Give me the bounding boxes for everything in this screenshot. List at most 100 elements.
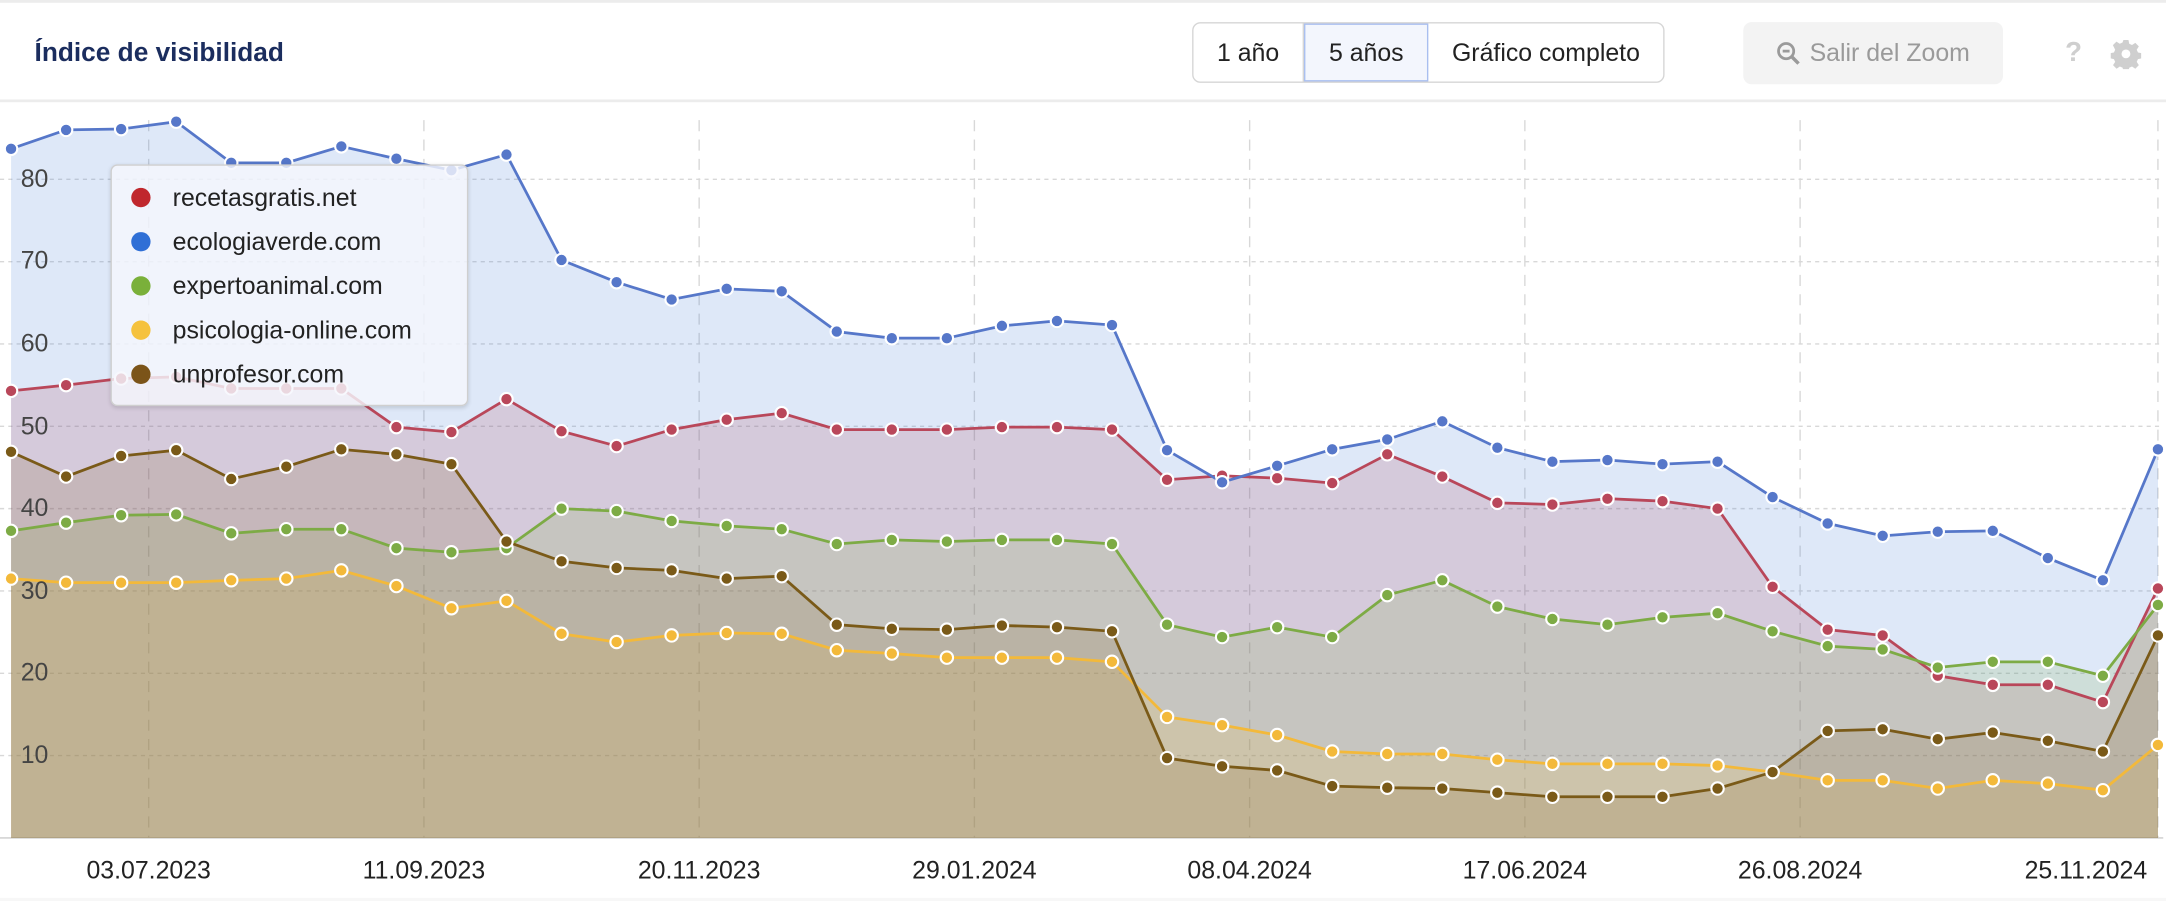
point-psicologia-online-com[interactable] xyxy=(168,575,184,590)
point-psicologia-online-com[interactable] xyxy=(1159,709,1175,725)
point-ecologiaverde-com[interactable] xyxy=(774,284,789,299)
point-psicologia-online-com[interactable] xyxy=(3,571,19,586)
point-unprofesor-com[interactable] xyxy=(1655,789,1670,805)
point-recetasgratis-net[interactable] xyxy=(444,424,459,440)
point-recetasgratis-net[interactable] xyxy=(1710,501,1725,516)
point-expertoanimal-com[interactable] xyxy=(113,507,129,523)
point-psicologia-online-com[interactable] xyxy=(499,593,514,609)
point-recetasgratis-net[interactable] xyxy=(499,391,514,407)
point-recetasgratis-net[interactable] xyxy=(1875,628,1890,643)
point-unprofesor-com[interactable] xyxy=(58,469,74,484)
point-ecologiaverde-com[interactable] xyxy=(58,122,74,138)
point-psicologia-online-com[interactable] xyxy=(2095,782,2111,798)
point-unprofesor-com[interactable] xyxy=(1600,789,1615,805)
point-unprofesor-com[interactable] xyxy=(389,447,404,462)
point-unprofesor-com[interactable] xyxy=(1490,785,1505,800)
point-ecologiaverde-com[interactable] xyxy=(884,330,900,346)
point-ecologiaverde-com[interactable] xyxy=(113,121,129,137)
point-expertoanimal-com[interactable] xyxy=(1655,610,1670,625)
point-ecologiaverde-com[interactable] xyxy=(1490,440,1505,455)
range-full-chart-button[interactable]: Gráfico completo xyxy=(1451,38,1640,67)
point-recetasgratis-net[interactable] xyxy=(1049,419,1065,435)
point-recetasgratis-net[interactable] xyxy=(1655,493,1670,509)
point-psicologia-online-com[interactable] xyxy=(829,642,845,658)
help-icon[interactable]: ? xyxy=(2065,37,2083,68)
point-expertoanimal-com[interactable] xyxy=(389,540,404,556)
point-ecologiaverde-com[interactable] xyxy=(664,292,679,307)
point-ecologiaverde-com[interactable] xyxy=(719,281,734,297)
point-unprofesor-com[interactable] xyxy=(1104,624,1120,639)
point-unprofesor-com[interactable] xyxy=(1269,763,1285,778)
point-ecologiaverde-com[interactable] xyxy=(1159,442,1175,458)
point-expertoanimal-com[interactable] xyxy=(58,515,74,530)
point-expertoanimal-com[interactable] xyxy=(1104,536,1120,552)
point-psicologia-online-com[interactable] xyxy=(334,563,349,578)
point-ecologiaverde-com[interactable] xyxy=(609,274,624,290)
point-psicologia-online-com[interactable] xyxy=(389,578,404,594)
point-expertoanimal-com[interactable] xyxy=(1269,619,1285,635)
point-expertoanimal-com[interactable] xyxy=(829,536,845,552)
point-unprofesor-com[interactable] xyxy=(994,618,1010,633)
legend-item-recetasgratis[interactable]: recetasgratis.net xyxy=(112,175,467,219)
point-ecologiaverde-com[interactable] xyxy=(1765,489,1780,505)
point-unprofesor-com[interactable] xyxy=(1820,723,1835,739)
point-psicologia-online-com[interactable] xyxy=(1655,756,1670,772)
point-psicologia-online-com[interactable] xyxy=(1875,773,1890,788)
point-ecologiaverde-com[interactable] xyxy=(554,252,569,268)
point-ecologiaverde-com[interactable] xyxy=(2040,550,2056,566)
point-expertoanimal-com[interactable] xyxy=(1985,654,2001,670)
point-psicologia-online-com[interactable] xyxy=(1269,727,1285,743)
point-recetasgratis-net[interactable] xyxy=(1820,622,1835,637)
point-expertoanimal-com[interactable] xyxy=(1324,629,1340,645)
point-unprofesor-com[interactable] xyxy=(719,571,734,586)
point-psicologia-online-com[interactable] xyxy=(113,575,129,590)
point-psicologia-online-com[interactable] xyxy=(1104,654,1120,670)
point-psicologia-online-com[interactable] xyxy=(1049,650,1065,665)
point-unprofesor-com[interactable] xyxy=(2150,628,2166,643)
visibility-chart[interactable] xyxy=(0,3,2166,901)
point-expertoanimal-com[interactable] xyxy=(1545,611,1560,627)
point-ecologiaverde-com[interactable] xyxy=(1049,313,1065,329)
point-ecologiaverde-com[interactable] xyxy=(939,330,955,346)
point-unprofesor-com[interactable] xyxy=(223,471,239,487)
point-recetasgratis-net[interactable] xyxy=(1985,677,2001,693)
point-psicologia-online-com[interactable] xyxy=(1490,752,1505,767)
point-recetasgratis-net[interactable] xyxy=(609,438,624,454)
point-psicologia-online-com[interactable] xyxy=(994,650,1010,665)
point-unprofesor-com[interactable] xyxy=(2040,733,2056,749)
point-expertoanimal-com[interactable] xyxy=(884,532,900,548)
point-psicologia-online-com[interactable] xyxy=(1710,758,1725,773)
point-expertoanimal-com[interactable] xyxy=(1214,629,1230,645)
point-psicologia-online-com[interactable] xyxy=(223,572,239,588)
point-expertoanimal-com[interactable] xyxy=(2150,597,2166,613)
point-expertoanimal-com[interactable] xyxy=(1930,660,1945,675)
point-expertoanimal-com[interactable] xyxy=(1379,587,1395,603)
point-expertoanimal-com[interactable] xyxy=(3,523,19,539)
point-unprofesor-com[interactable] xyxy=(1985,725,2001,740)
point-ecologiaverde-com[interactable] xyxy=(1545,454,1560,469)
point-ecologiaverde-com[interactable] xyxy=(1875,528,1890,544)
point-psicologia-online-com[interactable] xyxy=(1820,773,1835,788)
point-psicologia-online-com[interactable] xyxy=(939,650,955,665)
point-unprofesor-com[interactable] xyxy=(1214,759,1230,774)
point-unprofesor-com[interactable] xyxy=(884,621,900,637)
point-recetasgratis-net[interactable] xyxy=(58,377,74,393)
point-ecologiaverde-com[interactable] xyxy=(168,114,184,129)
point-recetasgratis-net[interactable] xyxy=(2095,694,2111,710)
point-recetasgratis-net[interactable] xyxy=(1104,422,1120,437)
point-recetasgratis-net[interactable] xyxy=(664,422,679,437)
point-unprofesor-com[interactable] xyxy=(609,560,624,576)
point-expertoanimal-com[interactable] xyxy=(1600,617,1615,632)
point-psicologia-online-com[interactable] xyxy=(554,626,569,642)
point-psicologia-online-com[interactable] xyxy=(1435,746,1450,762)
point-recetasgratis-net[interactable] xyxy=(1490,495,1505,511)
point-expertoanimal-com[interactable] xyxy=(1049,532,1065,548)
point-psicologia-online-com[interactable] xyxy=(774,626,789,642)
point-unprofesor-com[interactable] xyxy=(829,617,845,632)
point-unprofesor-com[interactable] xyxy=(554,554,569,569)
point-expertoanimal-com[interactable] xyxy=(2040,654,2056,670)
point-expertoanimal-com[interactable] xyxy=(168,507,184,522)
point-psicologia-online-com[interactable] xyxy=(444,600,459,616)
gear-icon[interactable] xyxy=(2110,39,2142,70)
point-psicologia-online-com[interactable] xyxy=(1324,744,1340,759)
